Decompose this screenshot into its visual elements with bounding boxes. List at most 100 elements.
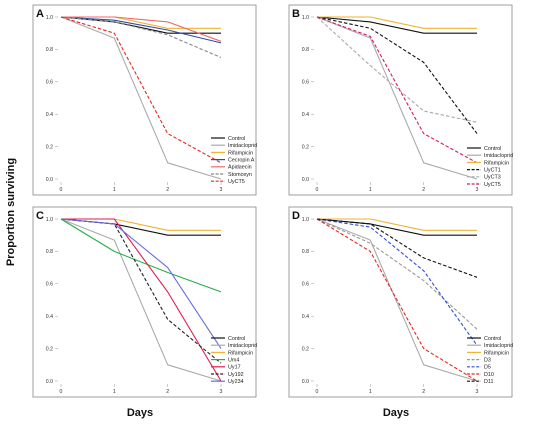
chart-panel-c: 0.0 0.2 0.4 0.6 0.8 1.0 0 1 2 3 ControlImidaclopri… bbox=[46, 217, 257, 395]
x-tick-label: 3 bbox=[220, 389, 223, 395]
legend-label: Rifampicin bbox=[484, 160, 509, 166]
legend-label: UyCT3 bbox=[484, 175, 501, 181]
x-tick-label: 0 bbox=[60, 389, 63, 395]
series-line-d10 bbox=[316, 218, 478, 382]
y-tick-label: 0.0 bbox=[46, 177, 53, 183]
legend-label: Rifampicin bbox=[484, 350, 509, 356]
x-tick-label: 1 bbox=[369, 389, 372, 395]
x-tick-label: 2 bbox=[166, 389, 169, 395]
legend-label: Cecropin A bbox=[228, 158, 255, 164]
panel-letter-c: C bbox=[36, 210, 44, 222]
x-tick-label: 1 bbox=[113, 389, 116, 395]
y-tick-label: 0.0 bbox=[302, 379, 309, 385]
x-tick-label: 1 bbox=[113, 187, 116, 193]
legend-label: Imidacloprid bbox=[484, 343, 513, 349]
y-tick-label: 0.8 bbox=[46, 47, 53, 53]
legend-label: Control bbox=[484, 146, 501, 152]
series-line-rifampicin bbox=[317, 16, 477, 29]
series-line-d3 bbox=[316, 218, 478, 330]
legend-label: Rifampicin bbox=[228, 150, 253, 156]
series-line-apidaecin bbox=[61, 16, 222, 42]
legend-label: UyCT5 bbox=[228, 179, 245, 185]
y-tick-label: 0.2 bbox=[302, 144, 309, 150]
x-tick-label: 1 bbox=[369, 187, 372, 193]
y-tick-label: 0.0 bbox=[302, 177, 309, 183]
series-line-imidacloprid bbox=[316, 16, 478, 180]
x-tick-label: 0 bbox=[316, 389, 319, 395]
y-tick-label: 1.0 bbox=[46, 217, 53, 223]
y-tick-label: 0.8 bbox=[302, 47, 309, 53]
y-axis-label: Proportion surviving bbox=[5, 158, 17, 266]
legend-label: Control bbox=[228, 136, 245, 142]
x-tick-label: 2 bbox=[422, 187, 425, 193]
legend-label: Control bbox=[228, 336, 245, 342]
panel-letter-b: B bbox=[292, 8, 300, 20]
y-tick-label: 1.0 bbox=[46, 15, 53, 21]
y-tick-label: 0.0 bbox=[46, 379, 53, 385]
y-tick-label: 0.4 bbox=[302, 314, 309, 320]
x-axis-label-left: Days bbox=[127, 407, 153, 419]
chart-panel-b: 0.0 0.2 0.4 0.6 0.8 1.0 0 1 2 3 ControlImidaclopri… bbox=[302, 15, 513, 193]
series-line-uyct5 bbox=[60, 16, 222, 164]
y-tick-label: 0.2 bbox=[46, 346, 53, 352]
y-tick-label: 0.6 bbox=[302, 80, 309, 86]
legend-label: Stomoxyn bbox=[228, 172, 252, 178]
legend-label: D3 bbox=[484, 358, 491, 364]
x-tick-label: 2 bbox=[166, 187, 169, 193]
legend-label: D5 bbox=[484, 365, 491, 371]
series-line-control bbox=[316, 218, 477, 236]
series-line-uyct5 bbox=[316, 16, 478, 164]
y-tick-label: 0.6 bbox=[302, 282, 309, 288]
series-line-uy234 bbox=[60, 218, 222, 349]
series-line-d11 bbox=[316, 218, 478, 278]
series-line-rifampicin bbox=[317, 218, 477, 231]
panel-a: A 0.0 0.2 0.4 0.6 0.8 1.0 0 1 2 3 ControlImidaclop… bbox=[32, 4, 257, 196]
series-line-d5 bbox=[316, 218, 478, 346]
series-line-uy17 bbox=[61, 218, 222, 382]
legend-label: Uy234 bbox=[228, 379, 244, 385]
series-line-imidacloprid bbox=[60, 16, 222, 180]
x-tick-label: 3 bbox=[476, 389, 479, 395]
legend-label: Uy17 bbox=[228, 365, 241, 371]
y-tick-label: 0.8 bbox=[302, 249, 309, 255]
y-tick-label: 0.4 bbox=[46, 112, 53, 118]
legend-label: Uy192 bbox=[228, 372, 244, 378]
legend-label: D11 bbox=[484, 379, 494, 385]
legend-label: Imidacloprid bbox=[228, 143, 257, 149]
x-tick-label: 3 bbox=[220, 187, 223, 193]
legend-label: Control bbox=[484, 336, 501, 342]
panel-b: B 0.0 0.2 0.4 0.6 0.8 1.0 0 1 2 3 ControlImidaclop… bbox=[288, 4, 513, 196]
series-line-imidacloprid bbox=[60, 218, 222, 382]
legend-label: UyCT1 bbox=[484, 168, 501, 174]
chart-panel-d: 0.0 0.2 0.4 0.6 0.8 1.0 0 1 2 3 ControlImidaclopri… bbox=[302, 217, 513, 395]
y-tick-label: 0.2 bbox=[46, 144, 53, 150]
x-tick-label: 2 bbox=[422, 389, 425, 395]
legend-label: UyCT5 bbox=[484, 182, 501, 188]
y-tick-label: 1.0 bbox=[302, 217, 309, 223]
y-tick-label: 1.0 bbox=[302, 15, 309, 21]
series-line-imidacloprid bbox=[316, 218, 478, 382]
y-tick-label: 0.4 bbox=[302, 112, 309, 118]
series-line-um4 bbox=[60, 218, 222, 293]
legend-label: Um4 bbox=[228, 358, 239, 364]
legend-label: Apidaecin bbox=[228, 165, 252, 171]
x-tick-label: 3 bbox=[476, 187, 479, 193]
panel-d: D 0.0 0.2 0.4 0.6 0.8 1.0 0 1 2 3 ControlImidaclop… bbox=[288, 206, 513, 398]
panel-letter-a: A bbox=[36, 8, 44, 20]
y-tick-label: 0.4 bbox=[46, 314, 53, 320]
x-axis-label-right: Days bbox=[383, 407, 409, 419]
chart-panel-a: 0.0 0.2 0.4 0.6 0.8 1.0 0 1 2 3 ControlImidaclopri… bbox=[46, 15, 257, 193]
series-line-control bbox=[316, 16, 477, 34]
y-tick-label: 0.2 bbox=[302, 346, 309, 352]
panel-letter-d: D bbox=[292, 210, 300, 222]
series-line-uyct3 bbox=[316, 16, 478, 123]
legend-label: Rifampicin bbox=[228, 350, 253, 356]
series-line-uyct1 bbox=[316, 16, 478, 134]
x-tick-label: 0 bbox=[60, 187, 63, 193]
legend-label: Imidacloprid bbox=[228, 343, 257, 349]
panel-c: C 0.0 0.2 0.4 0.6 0.8 1.0 0 1 2 3 ControlImidaclop… bbox=[32, 206, 257, 398]
legend-label: D10 bbox=[484, 372, 494, 378]
y-tick-label: 0.6 bbox=[46, 80, 53, 86]
y-tick-label: 0.6 bbox=[46, 282, 53, 288]
